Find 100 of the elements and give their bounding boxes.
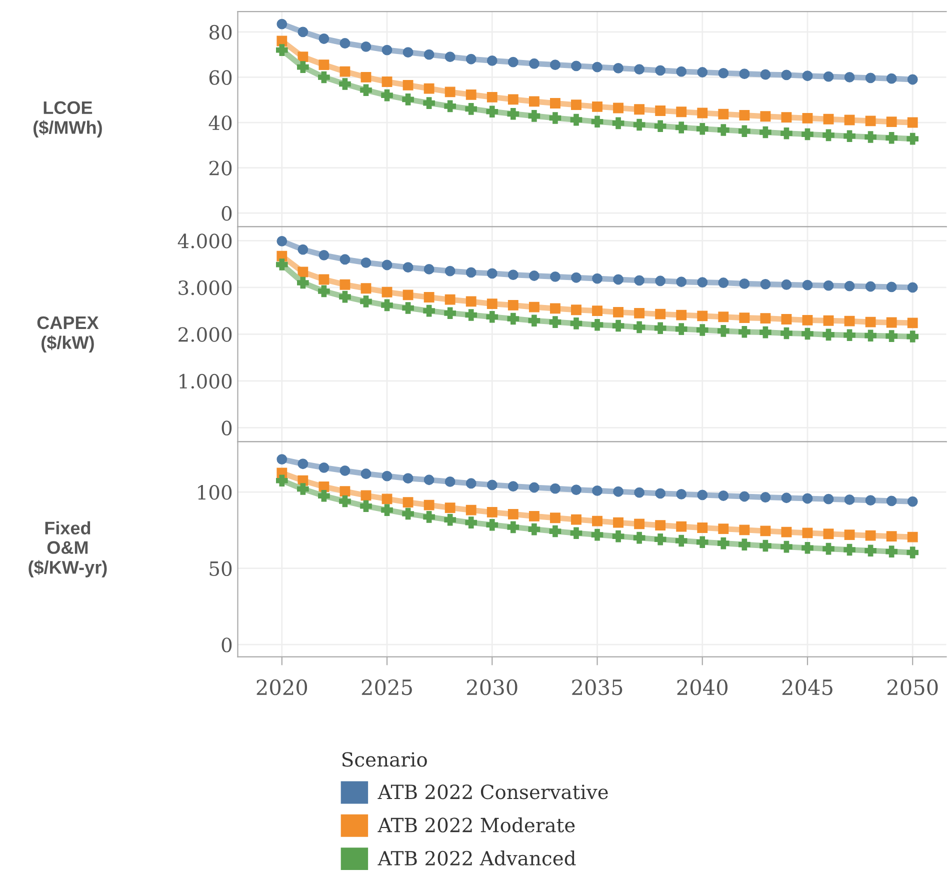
- x-tick-label: 2040: [677, 679, 728, 696]
- point: [381, 504, 393, 516]
- point: [424, 49, 434, 60]
- point: [466, 296, 476, 307]
- point: [423, 304, 435, 317]
- point: [318, 462, 330, 473]
- y-tick-label: 100: [198, 485, 232, 500]
- point: [675, 122, 688, 134]
- point: [444, 514, 456, 526]
- point: [340, 466, 350, 476]
- point: [444, 294, 456, 305]
- point: [697, 108, 708, 118]
- point: [676, 521, 687, 532]
- point: [907, 282, 918, 293]
- point: [907, 74, 918, 85]
- point: [528, 482, 540, 493]
- point: [612, 320, 624, 332]
- point: [886, 282, 897, 292]
- point: [844, 316, 855, 326]
- point: [675, 534, 688, 547]
- point: [550, 512, 560, 524]
- point: [276, 236, 288, 246]
- point: [444, 266, 456, 276]
- point: [318, 274, 330, 285]
- point: [886, 330, 898, 342]
- y-axis-title: LCOE ($/MWh): [34, 101, 102, 138]
- point: [634, 64, 645, 75]
- point: [571, 484, 582, 495]
- point: [802, 314, 813, 326]
- point: [886, 116, 897, 128]
- point: [760, 326, 772, 338]
- point: [633, 321, 646, 334]
- point: [697, 277, 708, 288]
- point: [381, 299, 393, 312]
- legend-title: Scenario: [342, 752, 427, 767]
- point: [654, 322, 666, 334]
- point: [507, 521, 520, 534]
- point: [276, 258, 288, 270]
- point: [402, 290, 414, 300]
- point: [697, 67, 708, 78]
- x-tick-label: 2045: [782, 679, 832, 696]
- point: [528, 58, 540, 69]
- point: [802, 280, 813, 290]
- point: [633, 532, 646, 544]
- y-tick-label: 40: [208, 115, 232, 130]
- point: [298, 52, 308, 62]
- point: [739, 312, 750, 324]
- point: [592, 101, 602, 112]
- point: [823, 114, 834, 124]
- point: [276, 454, 288, 464]
- point: [865, 530, 876, 541]
- point: [486, 518, 498, 531]
- y-tick-label: 20: [209, 160, 232, 176]
- point: [592, 485, 602, 496]
- point: [591, 116, 604, 128]
- point: [906, 330, 919, 342]
- point: [718, 68, 729, 78]
- point: [382, 470, 392, 482]
- point: [444, 100, 456, 112]
- point: [571, 272, 582, 283]
- point: [402, 262, 414, 273]
- point: [865, 281, 876, 292]
- point: [360, 41, 372, 52]
- point: [760, 526, 771, 536]
- point: [549, 316, 562, 328]
- point: [634, 487, 645, 498]
- point: [549, 525, 562, 538]
- point: [486, 55, 498, 66]
- point: [844, 494, 855, 505]
- point: [276, 474, 288, 487]
- point: [424, 474, 434, 486]
- point: [696, 122, 708, 135]
- point: [360, 296, 372, 308]
- point: [528, 523, 540, 536]
- point: [318, 482, 330, 492]
- point: [634, 518, 645, 530]
- point: [340, 254, 350, 265]
- point: [822, 328, 834, 341]
- point: [549, 112, 562, 124]
- point: [697, 490, 708, 500]
- point: [906, 546, 919, 558]
- point: [886, 73, 897, 84]
- point: [508, 481, 518, 492]
- point: [886, 496, 897, 506]
- point: [760, 313, 771, 324]
- point: [318, 60, 330, 70]
- point: [907, 496, 918, 507]
- point: [634, 104, 645, 115]
- point: [571, 60, 582, 72]
- point: [507, 312, 520, 325]
- point: [802, 112, 813, 124]
- point: [780, 327, 792, 340]
- point: [781, 279, 792, 290]
- point: [382, 494, 392, 504]
- point: [444, 307, 456, 320]
- point: [886, 132, 898, 144]
- y-tick-label: 60: [209, 70, 232, 85]
- point: [444, 52, 456, 62]
- point: [655, 276, 666, 286]
- point: [738, 326, 750, 338]
